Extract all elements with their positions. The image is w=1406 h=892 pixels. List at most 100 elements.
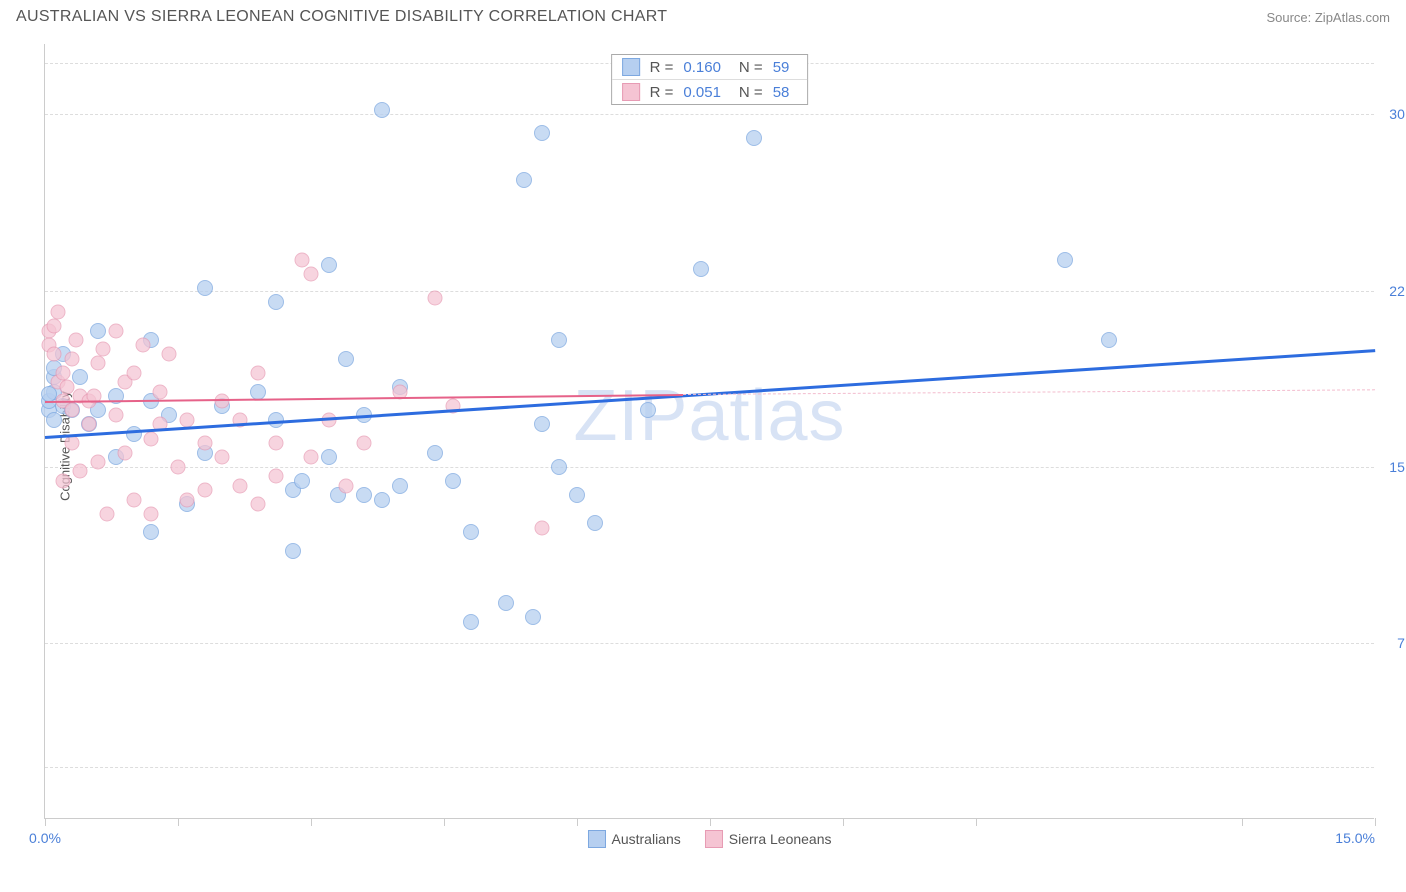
data-point xyxy=(525,609,541,625)
stats-row: R =0.051N =58 xyxy=(612,79,808,104)
data-point xyxy=(144,431,159,446)
source-label: Source: ZipAtlas.com xyxy=(1266,10,1390,25)
data-point xyxy=(143,524,159,540)
data-point xyxy=(427,445,443,461)
data-point xyxy=(534,125,550,141)
data-point xyxy=(60,379,75,394)
legend-swatch xyxy=(622,58,640,76)
x-tick xyxy=(577,818,578,826)
data-point xyxy=(91,356,106,371)
data-point xyxy=(321,449,337,465)
x-tick xyxy=(976,818,977,826)
gridline xyxy=(45,291,1374,292)
data-point xyxy=(90,323,106,339)
data-point xyxy=(268,294,284,310)
data-point xyxy=(108,323,123,338)
y-tick-label: 7.5% xyxy=(1397,635,1406,651)
trend-line-dashed xyxy=(683,389,1375,395)
data-point xyxy=(534,416,550,432)
data-point xyxy=(268,469,283,484)
data-point xyxy=(72,369,88,385)
data-point xyxy=(135,337,150,352)
data-point xyxy=(100,506,115,521)
x-tick xyxy=(311,818,312,826)
data-point xyxy=(294,473,310,489)
data-point xyxy=(746,130,762,146)
gridline xyxy=(45,643,1374,644)
data-point xyxy=(357,436,372,451)
data-point xyxy=(215,450,230,465)
data-point xyxy=(73,464,88,479)
data-point xyxy=(64,351,79,366)
data-point xyxy=(374,102,390,118)
legend: AustraliansSierra Leoneans xyxy=(587,830,831,848)
stat-n-label: N = xyxy=(739,84,763,101)
scatter-chart: ZIPatlas 7.5%15.0%22.5%30.0%0.0%15.0%R =… xyxy=(44,44,1374,819)
x-tick xyxy=(1375,818,1376,826)
data-point xyxy=(197,483,212,498)
data-point xyxy=(197,436,212,451)
data-point xyxy=(64,403,79,418)
x-tick xyxy=(444,818,445,826)
x-tick-label: 15.0% xyxy=(1335,830,1375,846)
data-point xyxy=(498,595,514,611)
data-point xyxy=(356,487,372,503)
data-point xyxy=(428,290,443,305)
stats-box: R =0.160N =59R =0.051N =58 xyxy=(611,54,809,105)
stat-n-value: 58 xyxy=(773,84,790,101)
data-point xyxy=(516,172,532,188)
gridline xyxy=(45,467,1374,468)
data-point xyxy=(285,543,301,559)
data-point xyxy=(463,614,479,630)
data-point xyxy=(162,347,177,362)
data-point xyxy=(463,524,479,540)
stat-r-label: R = xyxy=(650,59,674,76)
x-tick xyxy=(45,818,46,826)
data-point xyxy=(95,342,110,357)
legend-swatch xyxy=(587,830,605,848)
data-point xyxy=(46,347,61,362)
legend-swatch xyxy=(705,830,723,848)
data-point xyxy=(392,478,408,494)
stat-n-label: N = xyxy=(739,59,763,76)
data-point xyxy=(295,253,310,268)
data-point xyxy=(55,473,70,488)
data-point xyxy=(197,280,213,296)
data-point xyxy=(551,459,567,475)
y-tick-label: 15.0% xyxy=(1389,459,1406,475)
data-point xyxy=(551,332,567,348)
data-point xyxy=(179,412,194,427)
data-point xyxy=(179,492,194,507)
data-point xyxy=(46,318,61,333)
data-point xyxy=(250,497,265,512)
data-point xyxy=(534,520,549,535)
data-point xyxy=(69,332,84,347)
y-tick-label: 22.5% xyxy=(1389,283,1406,299)
data-point xyxy=(445,473,461,489)
data-point xyxy=(153,384,168,399)
data-point xyxy=(126,365,141,380)
data-point xyxy=(55,365,70,380)
stat-r-label: R = xyxy=(650,84,674,101)
data-point xyxy=(46,412,62,428)
data-point xyxy=(693,261,709,277)
data-point xyxy=(374,492,390,508)
stats-row: R =0.160N =59 xyxy=(612,55,808,79)
data-point xyxy=(304,267,319,282)
x-tick xyxy=(1242,818,1243,826)
stat-r-value: 0.160 xyxy=(683,59,721,76)
data-point xyxy=(321,257,337,273)
x-tick xyxy=(710,818,711,826)
data-point xyxy=(233,478,248,493)
data-point xyxy=(338,351,354,367)
data-point xyxy=(82,417,97,432)
data-point xyxy=(250,384,266,400)
data-point xyxy=(304,450,319,465)
data-point xyxy=(144,506,159,521)
y-tick-label: 30.0% xyxy=(1389,106,1406,122)
data-point xyxy=(171,459,186,474)
data-point xyxy=(91,455,106,470)
data-point xyxy=(126,426,142,442)
data-point xyxy=(117,445,132,460)
data-point xyxy=(569,487,585,503)
